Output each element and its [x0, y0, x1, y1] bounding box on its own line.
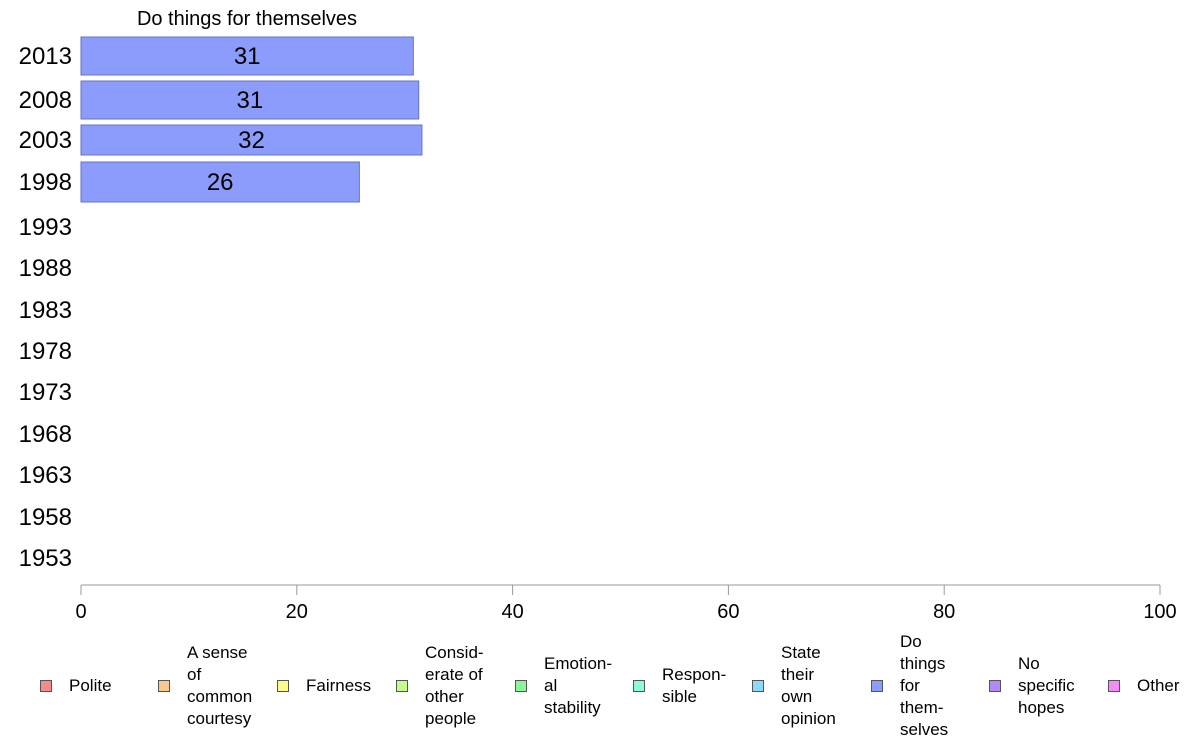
y-tick-label: 1973: [19, 379, 72, 406]
legend-swatch: [752, 680, 764, 692]
y-tick-label: 1983: [19, 297, 72, 324]
legend-label: Polite: [69, 676, 112, 695]
y-tick-label: 2008: [19, 87, 72, 114]
y-tick-label: 1988: [19, 255, 72, 282]
legend-item: Emotion-al stability: [515, 636, 612, 736]
legend: Polite A sense of common courtesy Fairness Con…: [0, 632, 1188, 739]
bar-2013: [80, 36, 414, 76]
bar-1998: [80, 161, 360, 203]
legend-label: No specific hopes: [1018, 654, 1075, 717]
bar-value-label: 31: [234, 43, 261, 70]
legend-swatch: [40, 680, 52, 692]
legend-item: State their own opinion: [752, 636, 836, 736]
y-tick-label: 1958: [19, 504, 72, 531]
legend-label: Consid-erate of other people: [425, 643, 484, 728]
legend-item: Do things for them-selves: [871, 632, 948, 739]
bar-value-label: 26: [207, 169, 234, 196]
y-tick-label: 1993: [19, 214, 72, 241]
y-tick-label: 1968: [19, 421, 72, 448]
legend-swatch: [633, 680, 645, 692]
legend-item: No specific hopes: [989, 636, 1075, 736]
bar-2008: [80, 80, 420, 120]
y-tick-label: 2003: [19, 127, 72, 154]
y-tick-label: 1963: [19, 462, 72, 489]
y-tick-label: 1998: [19, 169, 72, 196]
legend-swatch: [277, 680, 289, 692]
x-tick-label: 100: [1143, 601, 1176, 620]
legend-swatch: [158, 680, 170, 692]
legend-item: Fairness: [277, 636, 371, 736]
legend-label: Do things for them-selves: [900, 632, 949, 739]
legend-label: State their own opinion: [781, 643, 836, 728]
bar-value-label: 31: [237, 87, 264, 114]
y-tick-label: 2013: [19, 43, 72, 70]
legend-label: Respon-sible: [662, 665, 727, 706]
legend-label: A sense of common courtesy: [187, 643, 253, 728]
x-tick-label: 40: [501, 601, 523, 620]
x-tick-label: 60: [717, 601, 739, 620]
legend-item: Other: [1108, 636, 1180, 736]
legend-swatch: [871, 680, 883, 692]
y-tick-label: 1953: [19, 545, 72, 572]
x-tick-label: 0: [75, 601, 86, 620]
legend-swatch: [989, 680, 1001, 692]
chart-title: Do things for themselves: [137, 8, 357, 30]
bar-2003: [80, 124, 423, 156]
legend-item: Polite: [40, 636, 112, 736]
legend-label: Fairness: [306, 676, 372, 695]
y-tick-label: 1978: [19, 338, 72, 365]
x-tick-label: 20: [286, 601, 308, 620]
legend-item: A sense of common courtesy: [158, 636, 252, 736]
bar-value-label: 32: [238, 127, 265, 154]
legend-item: Respon-sible: [633, 636, 726, 736]
legend-item: Consid-erate of other people: [396, 636, 484, 736]
chart-area: Do things for themselves 31 31 32 26 2013 20…: [19, 8, 1177, 620]
legend-label: Emotion-al stability: [544, 654, 613, 717]
legend-swatch: [396, 680, 408, 692]
legend-label: Other: [1137, 676, 1180, 695]
legend-swatch: [515, 680, 527, 692]
x-tick-label: 80: [933, 601, 955, 620]
legend-swatch: [1108, 680, 1120, 692]
